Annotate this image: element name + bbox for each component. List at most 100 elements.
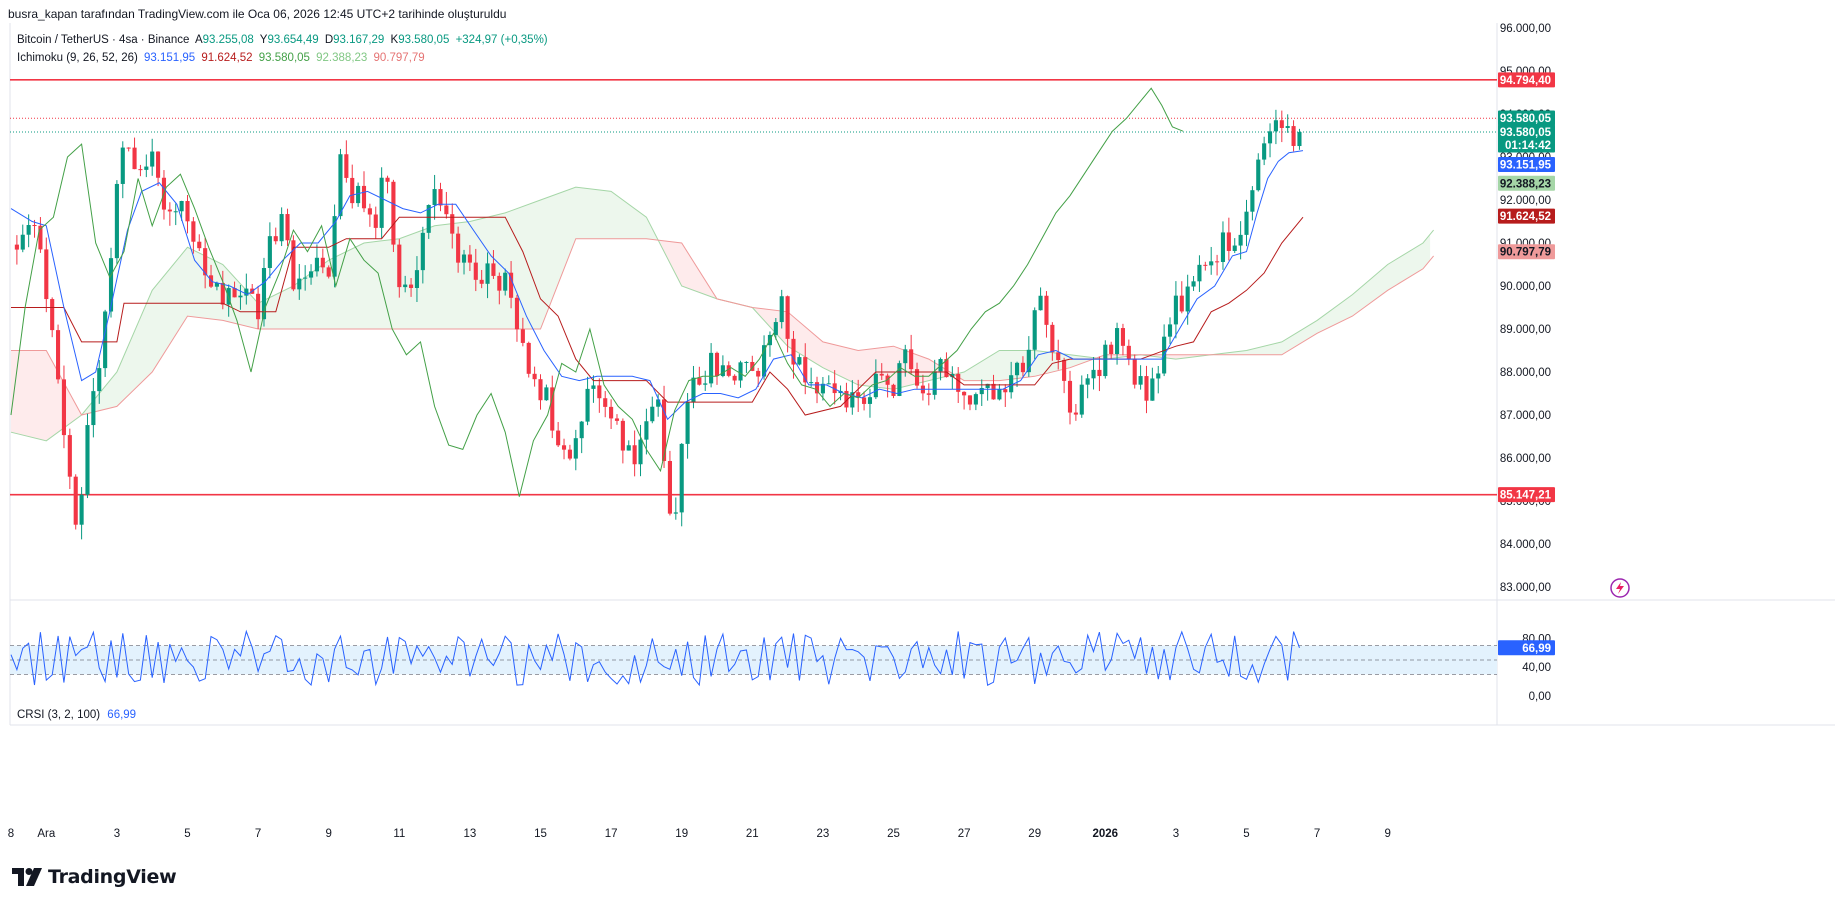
candle <box>632 445 637 465</box>
candle <box>503 272 508 291</box>
candle <box>1279 120 1284 128</box>
candle <box>167 209 172 212</box>
span-b-price-label: 90.797,79 <box>1498 244 1555 260</box>
candle <box>744 361 749 363</box>
candle <box>1073 412 1078 415</box>
candle <box>762 345 767 377</box>
candle <box>962 391 967 396</box>
candle <box>673 512 678 514</box>
candle <box>1273 120 1278 132</box>
time-tick-label: 8 <box>8 828 14 840</box>
base-price-label: 91.624,52 <box>1498 208 1555 224</box>
candle <box>756 370 761 377</box>
crsi-tick-label: 40,00 <box>1522 662 1551 674</box>
candle <box>203 248 208 276</box>
cloud-bearish <box>660 240 717 299</box>
candle <box>1220 232 1226 262</box>
candle <box>179 201 184 212</box>
candle <box>579 421 584 439</box>
crsi-line <box>10 629 1300 687</box>
resistance-price-label: 94.794,40 <box>1498 72 1555 88</box>
candle <box>1256 159 1261 191</box>
time-tick-label: 13 <box>464 828 477 840</box>
candle <box>885 375 890 385</box>
span-b-price-label-text: 90.797,79 <box>1500 247 1551 259</box>
candle <box>944 359 949 378</box>
price-tick-label: 87.000,00 <box>1500 410 1551 422</box>
time-tick-label: 25 <box>887 828 900 840</box>
crsi-value-label-bg <box>1498 640 1555 656</box>
time-tick-label: 7 <box>255 828 261 840</box>
candle <box>1044 295 1049 325</box>
tradingview-logo[interactable]: TradingView <box>12 866 177 888</box>
candle <box>1032 310 1037 350</box>
candle <box>103 311 108 369</box>
candle <box>561 445 567 450</box>
candle <box>197 241 202 249</box>
candle <box>667 460 672 514</box>
candle <box>214 282 219 287</box>
candle <box>850 392 855 408</box>
cloud-bearish <box>1144 354 1212 360</box>
candle <box>591 385 596 389</box>
candle <box>308 271 314 278</box>
time-tick-label: 23 <box>817 828 830 840</box>
candle <box>297 278 302 290</box>
candle <box>409 284 414 288</box>
time-tick-label: 29 <box>1028 828 1041 840</box>
candle <box>1191 281 1196 287</box>
candle <box>50 299 55 331</box>
price-tick-label: 88.000,00 <box>1500 367 1551 379</box>
candle <box>473 262 478 280</box>
price-tick-label: 86.000,00 <box>1500 453 1551 465</box>
time-tick-label: 3 <box>1173 828 1179 840</box>
candle <box>56 330 61 380</box>
time-tick-label: 7 <box>1314 828 1320 840</box>
lightning-icon <box>1610 578 1630 598</box>
candle <box>679 443 684 513</box>
candle <box>903 349 908 364</box>
candle <box>97 368 102 392</box>
candle <box>750 361 755 371</box>
candle <box>1014 362 1020 376</box>
candle <box>914 369 920 386</box>
ichimoku-span-a-value: 92.388,23 <box>316 52 368 64</box>
candle <box>391 181 396 245</box>
candle <box>414 270 420 288</box>
support-price-label-text: 85.147,21 <box>1500 490 1552 502</box>
ichimoku-lagging-line <box>10 87 1184 497</box>
candle <box>1267 131 1273 144</box>
candle <box>991 383 996 400</box>
candle <box>626 445 631 451</box>
candle <box>514 297 520 330</box>
ichimoku-lagging-value: 93.580,05 <box>258 52 310 64</box>
ohlc-close: K93.580,05 <box>390 34 450 46</box>
resistance-price-label-bg <box>1498 72 1555 88</box>
candle <box>85 425 90 495</box>
price-tick-label: 90.000,00 <box>1500 281 1551 293</box>
candle <box>1250 190 1255 212</box>
candle <box>685 402 690 444</box>
candle <box>1097 369 1102 377</box>
candle <box>350 177 355 204</box>
candle <box>79 494 84 525</box>
time-tick-label: 3 <box>114 828 120 840</box>
symbol-name: Bitcoin / TetherUS · 4sa · Binance <box>17 34 190 46</box>
candle <box>385 177 390 182</box>
candle <box>14 244 19 250</box>
candle <box>226 288 231 305</box>
close-price-label: 93.580,05 <box>1498 110 1555 126</box>
candle <box>373 214 378 228</box>
candle <box>108 258 114 312</box>
time-tick-label: 19 <box>675 828 688 840</box>
candle <box>809 382 814 384</box>
candle <box>361 185 367 209</box>
candle <box>979 387 984 395</box>
candle <box>44 249 49 300</box>
time-tick-label: 11 <box>393 828 405 840</box>
candle <box>932 371 937 395</box>
candle <box>138 169 143 171</box>
